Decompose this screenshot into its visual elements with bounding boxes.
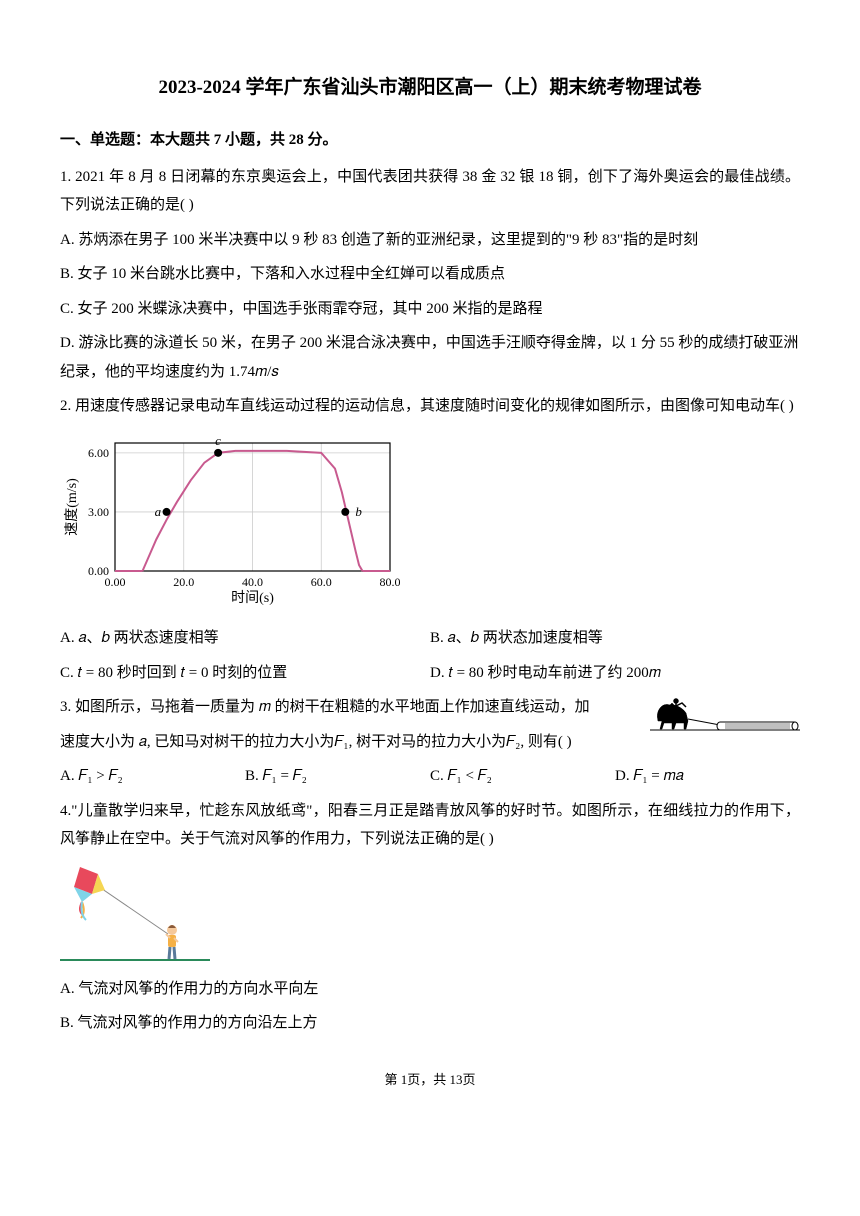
page-footer: 第 1页，共 13页 xyxy=(60,1068,800,1093)
q2-option-a: A. 𝑎、𝑏 两状态速度相等 xyxy=(60,624,430,653)
section-1-header: 一、单选题：本大题共 7 小题，共 28 分。 xyxy=(60,126,800,155)
svg-text:a: a xyxy=(155,504,162,519)
q3-option-d: D. 𝐹₁ = 𝑚𝑎 xyxy=(615,762,800,791)
svg-text:速度(m/s): 速度(m/s) xyxy=(64,477,80,535)
exam-title: 2023-2024 学年广东省汕头市潮阳区高一（上）期末统考物理试卷 xyxy=(60,70,800,106)
svg-text:20.0: 20.0 xyxy=(173,575,194,589)
svg-text:时间(s): 时间(s) xyxy=(231,590,274,606)
q1-option-a: A. 苏炳添在男子 100 米半决赛中以 9 秒 83 创造了新的亚洲纪录，这里… xyxy=(60,226,800,255)
q1-option-c: C. 女子 200 米蝶泳决赛中，中国选手张雨霏夺冠，其中 200 米指的是路程 xyxy=(60,295,800,324)
svg-text:6.00: 6.00 xyxy=(88,445,109,459)
q3-options: A. 𝐹₁ > 𝐹₂ B. 𝐹₁ = 𝐹₂ C. 𝐹₁ < 𝐹₂ D. 𝐹₁ =… xyxy=(60,762,800,791)
horse-log-illustration xyxy=(650,693,800,738)
q4-stem: 4."儿童散学归来早，忙趁东风放纸鸢"，阳春三月正是踏青放风筝的好时节。如图所示… xyxy=(60,797,800,854)
svg-text:0.00: 0.00 xyxy=(88,564,109,578)
velocity-time-chart: acb0.0020.040.060.080.00.003.006.00时间(s)… xyxy=(60,431,800,617)
q2-stem: 2. 用速度传感器记录电动车直线运动过程的运动信息，其速度随时间变化的规律如图所… xyxy=(60,392,800,421)
q2-option-c: C. 𝑡 = 80 秒时回到 𝑡 = 0 时刻的位置 xyxy=(60,659,430,688)
q3-block: 3. 如图所示，马拖着一质量为 𝑚 的树干在粗糙的水平地面上作加速直线运动，加 … xyxy=(60,693,800,762)
q2-option-d: D. 𝑡 = 80 秒时电动车前进了约 200𝑚 xyxy=(430,659,800,688)
q2-options-row-1: A. 𝑎、𝑏 两状态速度相等 B. 𝑎、𝑏 两状态加速度相等 xyxy=(60,624,800,653)
q2-option-b: B. 𝑎、𝑏 两状态加速度相等 xyxy=(430,624,800,653)
q4-option-a: A. 气流对风筝的作用力的方向水平向左 xyxy=(60,975,800,1004)
svg-text:40.0: 40.0 xyxy=(242,575,263,589)
q2-options-row-2: C. 𝑡 = 80 秒时回到 𝑡 = 0 时刻的位置 D. 𝑡 = 80 秒时电… xyxy=(60,659,800,688)
q3-option-a: A. 𝐹₁ > 𝐹₂ xyxy=(60,762,245,791)
svg-text:3.00: 3.00 xyxy=(88,505,109,519)
q3-option-c: C. 𝐹₁ < 𝐹₂ xyxy=(430,762,615,791)
svg-text:c: c xyxy=(215,432,221,447)
q1-option-d: D. 游泳比赛的泳道长 50 米，在男子 200 米混合泳决赛中，中国选手汪顺夺… xyxy=(60,329,800,386)
svg-text:b: b xyxy=(355,504,362,519)
svg-text:80.0: 80.0 xyxy=(380,575,401,589)
q4-option-b: B. 气流对风筝的作用力的方向沿左上方 xyxy=(60,1009,800,1038)
q1-stem: 1. 2021 年 8 月 8 日闭幕的东京奥运会上，中国代表团共获得 38 金… xyxy=(60,163,800,220)
q3-option-b: B. 𝐹₁ = 𝐹₂ xyxy=(245,762,430,791)
svg-text:60.0: 60.0 xyxy=(311,575,332,589)
kite-illustration xyxy=(60,862,210,967)
q1-option-b: B. 女子 10 米台跳水比赛中，下落和入水过程中全红婵可以看成质点 xyxy=(60,260,800,289)
